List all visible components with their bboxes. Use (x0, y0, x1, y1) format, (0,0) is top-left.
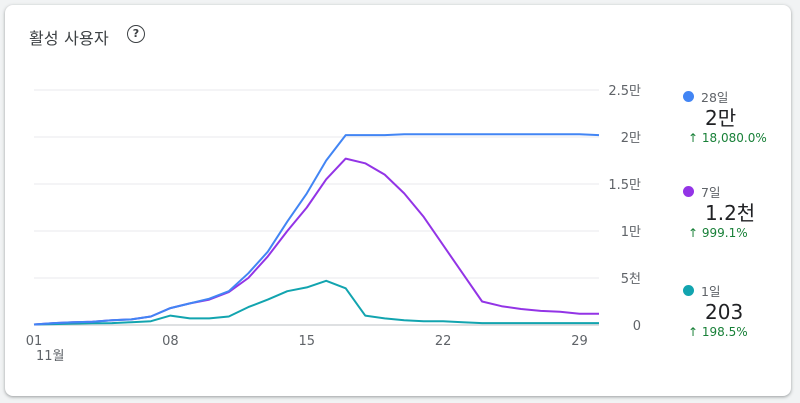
x-tick-label: 29 (571, 334, 588, 349)
x-axis-ticks: 01 08 15 22 29 11월 (26, 334, 588, 364)
legend-delta-7d: ↑ 999.1% (688, 226, 748, 240)
chart-gridlines (34, 89, 599, 326)
legend-label-1d: 1일 (701, 283, 721, 299)
y-tick-label: 1.5만 (608, 178, 641, 193)
y-tick-label: 5천 (621, 272, 641, 287)
arrow-up-icon: ↑ (688, 325, 699, 339)
x-axis-month-label: 11월 (36, 349, 65, 364)
legend-dot-1d (683, 284, 694, 296)
x-tick-label: 22 (435, 334, 452, 349)
x-tick-label: 01 (26, 334, 43, 349)
series-line-1 (33, 157, 599, 326)
legend-item-7d[interactable]: 7일 1.2천 ↑ 999.1% (683, 182, 755, 240)
card-title: 활성 사용자 (29, 29, 109, 48)
y-tick-label: 1만 (621, 225, 641, 240)
legend-dot-28d (683, 90, 694, 102)
chart-series-lines (33, 133, 600, 326)
legend-item-28d[interactable]: 28일 2만 ↑ 18,080.0% (683, 87, 767, 145)
active-users-card: 활성 사용자 ? (5, 5, 791, 396)
arrow-up-icon: ↑ (688, 226, 699, 240)
legend-delta-1d: ↑ 198.5% (688, 325, 748, 339)
legend-delta-28d: ↑ 18,080.0% (688, 131, 767, 145)
legend-item-1d[interactable]: 1일 203 ↑ 198.5% (683, 281, 748, 339)
y-tick-label: 0 (633, 319, 641, 334)
y-tick-label: 2만 (621, 131, 641, 146)
legend-value-28d: 2만 (705, 106, 737, 130)
legend-label-7d: 7일 (701, 184, 721, 200)
y-tick-label: 2.5만 (608, 84, 641, 99)
help-circle-icon[interactable]: ? (127, 25, 145, 43)
x-tick-label: 15 (298, 334, 315, 349)
legend-label-28d: 28일 (701, 89, 729, 105)
arrow-up-icon: ↑ (688, 131, 699, 145)
legend-value-7d: 1.2천 (705, 201, 756, 225)
series-line-2 (33, 279, 599, 326)
series-line-0 (33, 133, 600, 326)
legend-dot-7d (683, 185, 694, 197)
x-tick-label: 08 (162, 334, 179, 349)
y-axis-ticks: 0 5천 1만 1.5만 2만 2.5만 (608, 84, 641, 334)
legend-value-1d: 203 (705, 300, 744, 324)
